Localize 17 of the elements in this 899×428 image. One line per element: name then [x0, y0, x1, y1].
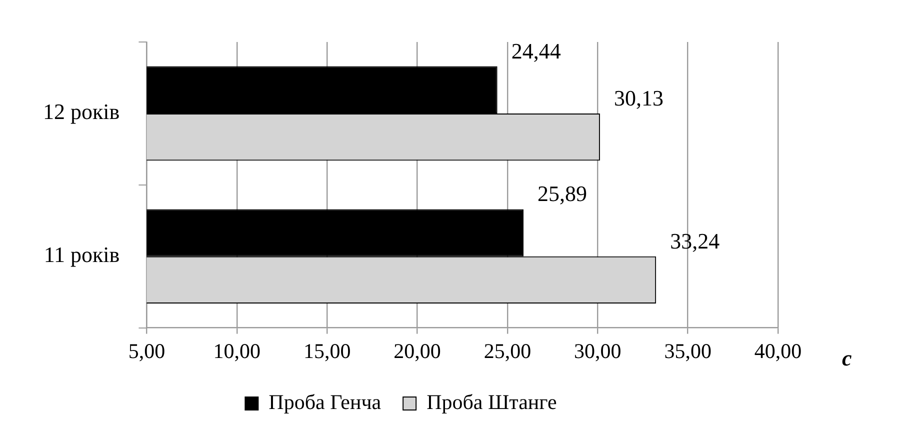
data-label: 30,13: [614, 85, 664, 110]
x-tick-label: 35,00: [664, 338, 712, 363]
x-tick-label: 15,00: [303, 338, 351, 363]
x-tick-label: 10,00: [213, 338, 260, 363]
y-tick-label: 12 років: [42, 99, 120, 124]
y-tick-label: 11 років: [44, 242, 120, 268]
data-label: 33,24: [670, 228, 720, 254]
x-tick-label: 40,00: [754, 338, 802, 363]
data-label: 24,44: [511, 38, 561, 64]
x-tick-label: 20,00: [394, 338, 441, 363]
x-tick-label: 25,00: [484, 338, 532, 363]
x-tick-label: 5,00: [128, 338, 166, 363]
legend-label: Проба Генча: [268, 390, 382, 414]
x-tick-label: 30,00: [574, 338, 622, 363]
x-axis-title: с: [842, 345, 852, 370]
legend-label: Проба Штанге: [426, 390, 557, 414]
data-label: 25,89: [537, 181, 587, 206]
